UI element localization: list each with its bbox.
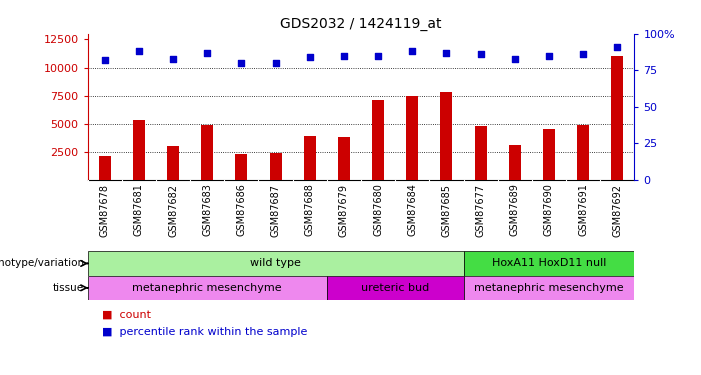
Point bbox=[475, 51, 486, 57]
Text: metanephric mesenchyme: metanephric mesenchyme bbox=[132, 283, 282, 293]
Bar bbox=[372, 100, 384, 180]
Bar bbox=[611, 56, 623, 180]
Text: GSM87677: GSM87677 bbox=[475, 184, 486, 237]
Point bbox=[168, 56, 179, 62]
Text: GSM87685: GSM87685 bbox=[442, 184, 451, 237]
Bar bbox=[236, 154, 247, 180]
Bar bbox=[201, 125, 213, 180]
Point bbox=[372, 53, 383, 59]
Bar bbox=[440, 92, 452, 180]
Text: metanephric mesenchyme: metanephric mesenchyme bbox=[474, 283, 624, 293]
Bar bbox=[270, 153, 282, 180]
Bar bbox=[543, 129, 555, 180]
Bar bbox=[167, 146, 179, 180]
Point bbox=[202, 50, 213, 56]
Text: GSM87684: GSM87684 bbox=[407, 184, 417, 237]
Point bbox=[441, 50, 452, 56]
Point bbox=[133, 48, 144, 54]
Bar bbox=[88, 251, 463, 276]
Text: GSM87690: GSM87690 bbox=[544, 184, 554, 237]
Text: GSM87682: GSM87682 bbox=[168, 184, 178, 237]
Text: GSM87678: GSM87678 bbox=[100, 184, 110, 237]
Bar bbox=[407, 96, 418, 180]
Bar bbox=[463, 251, 634, 276]
Point bbox=[99, 57, 110, 63]
Bar bbox=[577, 125, 589, 180]
Text: GSM87679: GSM87679 bbox=[339, 184, 349, 237]
Text: GSM87689: GSM87689 bbox=[510, 184, 520, 237]
Point bbox=[270, 60, 281, 66]
Bar bbox=[509, 145, 521, 180]
Text: HoxA11 HoxD11 null: HoxA11 HoxD11 null bbox=[492, 258, 606, 268]
Text: GSM87686: GSM87686 bbox=[236, 184, 247, 237]
Point bbox=[578, 51, 589, 57]
Text: GSM87680: GSM87680 bbox=[373, 184, 383, 237]
Text: GSM87683: GSM87683 bbox=[202, 184, 212, 237]
Point bbox=[407, 48, 418, 54]
Bar bbox=[463, 276, 634, 300]
Text: genotype/variation: genotype/variation bbox=[0, 258, 84, 268]
Bar bbox=[99, 156, 111, 180]
Text: GSM87691: GSM87691 bbox=[578, 184, 588, 237]
Title: GDS2032 / 1424119_at: GDS2032 / 1424119_at bbox=[280, 17, 442, 32]
Text: GSM87692: GSM87692 bbox=[612, 184, 622, 237]
Bar bbox=[304, 136, 315, 180]
Point bbox=[236, 60, 247, 66]
Bar bbox=[475, 126, 486, 180]
Bar bbox=[338, 137, 350, 180]
Point bbox=[543, 53, 554, 59]
Point bbox=[304, 54, 315, 60]
Bar bbox=[327, 276, 463, 300]
Point bbox=[339, 53, 350, 59]
Bar bbox=[88, 276, 327, 300]
Point bbox=[612, 44, 623, 50]
Text: ■  count: ■ count bbox=[102, 310, 151, 320]
Text: GSM87687: GSM87687 bbox=[271, 184, 280, 237]
Bar bbox=[133, 120, 145, 180]
Text: GSM87688: GSM87688 bbox=[305, 184, 315, 237]
Text: tissue: tissue bbox=[53, 283, 84, 293]
Text: GSM87681: GSM87681 bbox=[134, 184, 144, 237]
Text: ■  percentile rank within the sample: ■ percentile rank within the sample bbox=[102, 327, 307, 337]
Text: ureteric bud: ureteric bud bbox=[361, 283, 429, 293]
Point bbox=[509, 56, 520, 62]
Text: wild type: wild type bbox=[250, 258, 301, 268]
